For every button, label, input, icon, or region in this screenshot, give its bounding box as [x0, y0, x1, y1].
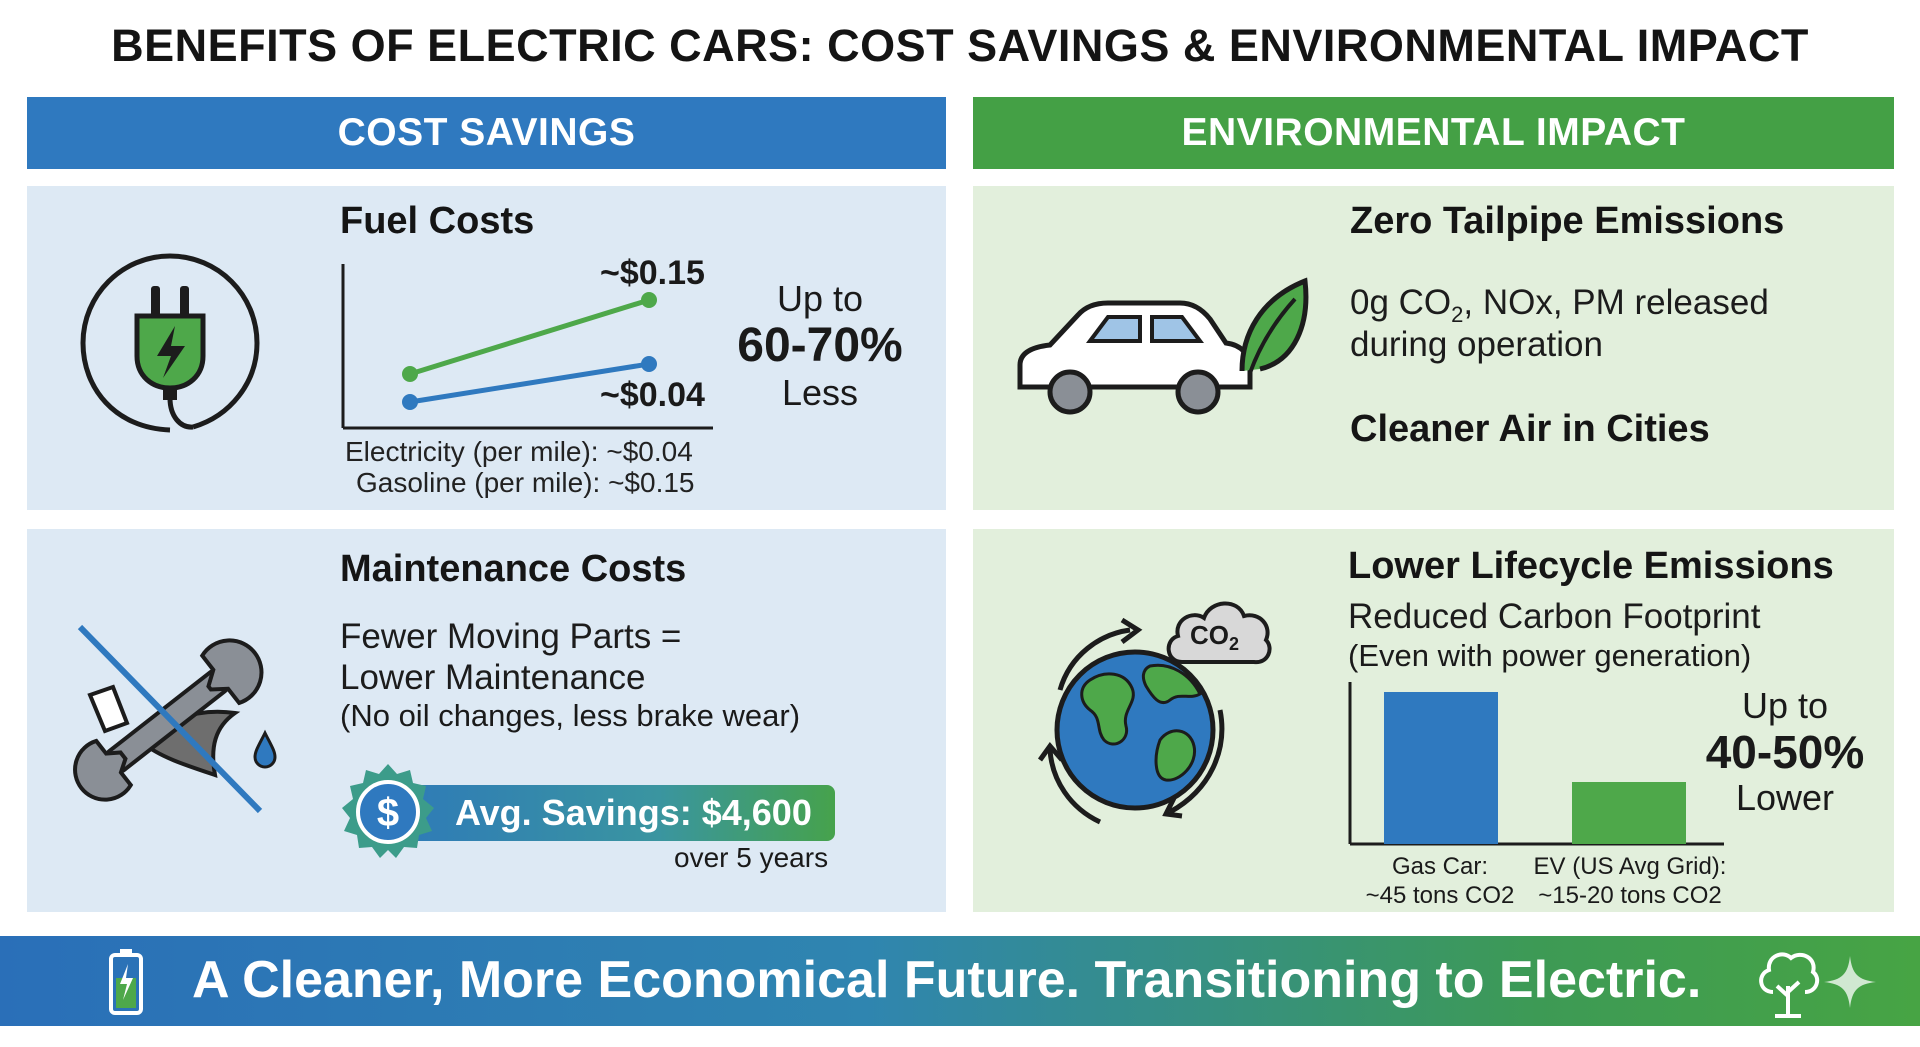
tailpipe-line-1-subscript: 2 — [1451, 302, 1464, 327]
avg-savings-badge: Avg. Savings: $4,600 — [395, 785, 835, 841]
lifecycle-subheading: Reduced Carbon Footprint — [1348, 597, 1761, 636]
fuel-saving-prefix: Up to — [776, 278, 864, 319]
tailpipe-line-1-suffix: , NOx, PM released — [1463, 283, 1769, 322]
co2-cloud-label: CO2 — [1190, 620, 1239, 655]
tailpipe-line-1-prefix: 0g CO — [1350, 283, 1452, 322]
ev-label-line-2: ~15-20 tons CO2 — [1538, 882, 1722, 909]
cleaner-air-subheading: Cleaner Air in Cities — [1350, 408, 1710, 450]
maintenance-line-1: Fewer Moving Parts = — [340, 617, 682, 656]
electricity-legend: Electricity (per mile): ~$0.04 — [345, 436, 693, 467]
fuel-cost-chart — [341, 264, 713, 430]
maintenance-note: (No oil changes, less brake wear) — [340, 698, 801, 733]
maintenance-line-2: Lower Maintenance — [340, 658, 646, 697]
co2-cloud-label-sub: 2 — [1229, 634, 1240, 655]
tailpipe-line-1: 0g CO2, NOx, PM released — [1350, 282, 1769, 336]
electricity-point-start — [402, 394, 418, 410]
lifecycle-reduction-block: Up to 40-50% Lower — [1692, 686, 1878, 818]
lifecycle-reduction-prefix: Up to — [1741, 685, 1829, 726]
electricity-value-label: ~$0.04 — [600, 376, 705, 414]
electricity-point-end — [641, 356, 657, 372]
dollar-badge-icon: $ — [342, 764, 434, 858]
co2-cloud-icon — [1166, 601, 1272, 665]
lifecycle-note: (Even with power generation) — [1348, 638, 1752, 673]
tree-icon — [1759, 952, 1820, 1018]
battery-icon — [109, 949, 143, 1015]
fuel-saving-suffix: Less — [781, 372, 859, 413]
tailpipe-heading: Zero Tailpipe Emissions — [1350, 200, 1785, 242]
svg-text:$: $ — [377, 791, 399, 835]
co2-cloud-label-main: CO — [1190, 620, 1229, 650]
avg-savings-period: over 5 years — [674, 842, 829, 873]
gasoline-point-end — [641, 292, 657, 308]
footer-banner: A Cleaner, More Economical Future. Trans… — [0, 936, 1920, 1026]
gas-car-label: Gas Car: ~45 tons CO2 — [1340, 852, 1540, 910]
avg-savings-label: Avg. Savings: $4,600 — [455, 792, 812, 833]
page-title: BENEFITS OF ELECTRIC CARS: COST SAVINGS … — [111, 20, 1809, 71]
ev-label-line-1: EV (US Avg Grid): — [1533, 853, 1727, 880]
electricity-line — [409, 361, 650, 405]
fuel-costs-heading: Fuel Costs — [340, 200, 535, 242]
fuel-saving-block: Up to 60-70% Less — [720, 278, 920, 414]
ev-label: EV (US Avg Grid): ~15-20 tons CO2 — [1520, 852, 1740, 910]
car-leaf-icon — [1017, 277, 1309, 415]
cost-savings-header: COST SAVINGS — [27, 97, 946, 169]
lifecycle-heading: Lower Lifecycle Emissions — [1348, 545, 1834, 587]
wrench-crossed-icon — [73, 624, 277, 814]
lifecycle-reduction-suffix: Lower — [1735, 777, 1835, 818]
gas-car-label-line-2: ~45 tons CO2 — [1365, 882, 1515, 909]
plug-icon — [80, 253, 260, 433]
footer-text: A Cleaner, More Economical Future. Trans… — [192, 951, 1702, 1009]
gasoline-line — [409, 297, 650, 377]
gasoline-point-start — [402, 366, 418, 382]
globe-recycle-icon — [1037, 617, 1225, 825]
lifecycle-bar-chart — [1348, 682, 1724, 846]
environmental-impact-header: ENVIRONMENTAL IMPACT — [973, 97, 1894, 169]
maintenance-heading: Maintenance Costs — [340, 548, 687, 590]
gasoline-value-label: ~$0.15 — [600, 254, 705, 292]
ev-bar — [1572, 782, 1686, 844]
gas-car-label-line-1: Gas Car: — [1391, 853, 1489, 880]
lifecycle-reduction-value: 40-50% — [1705, 726, 1865, 778]
fuel-saving-value: 60-70% — [737, 319, 903, 372]
gasoline-legend: Gasoline (per mile): ~$0.15 — [356, 467, 695, 498]
tailpipe-line-2: during operation — [1350, 325, 1603, 364]
sparkle-icon — [1824, 956, 1876, 1008]
gas-car-bar — [1384, 692, 1498, 844]
